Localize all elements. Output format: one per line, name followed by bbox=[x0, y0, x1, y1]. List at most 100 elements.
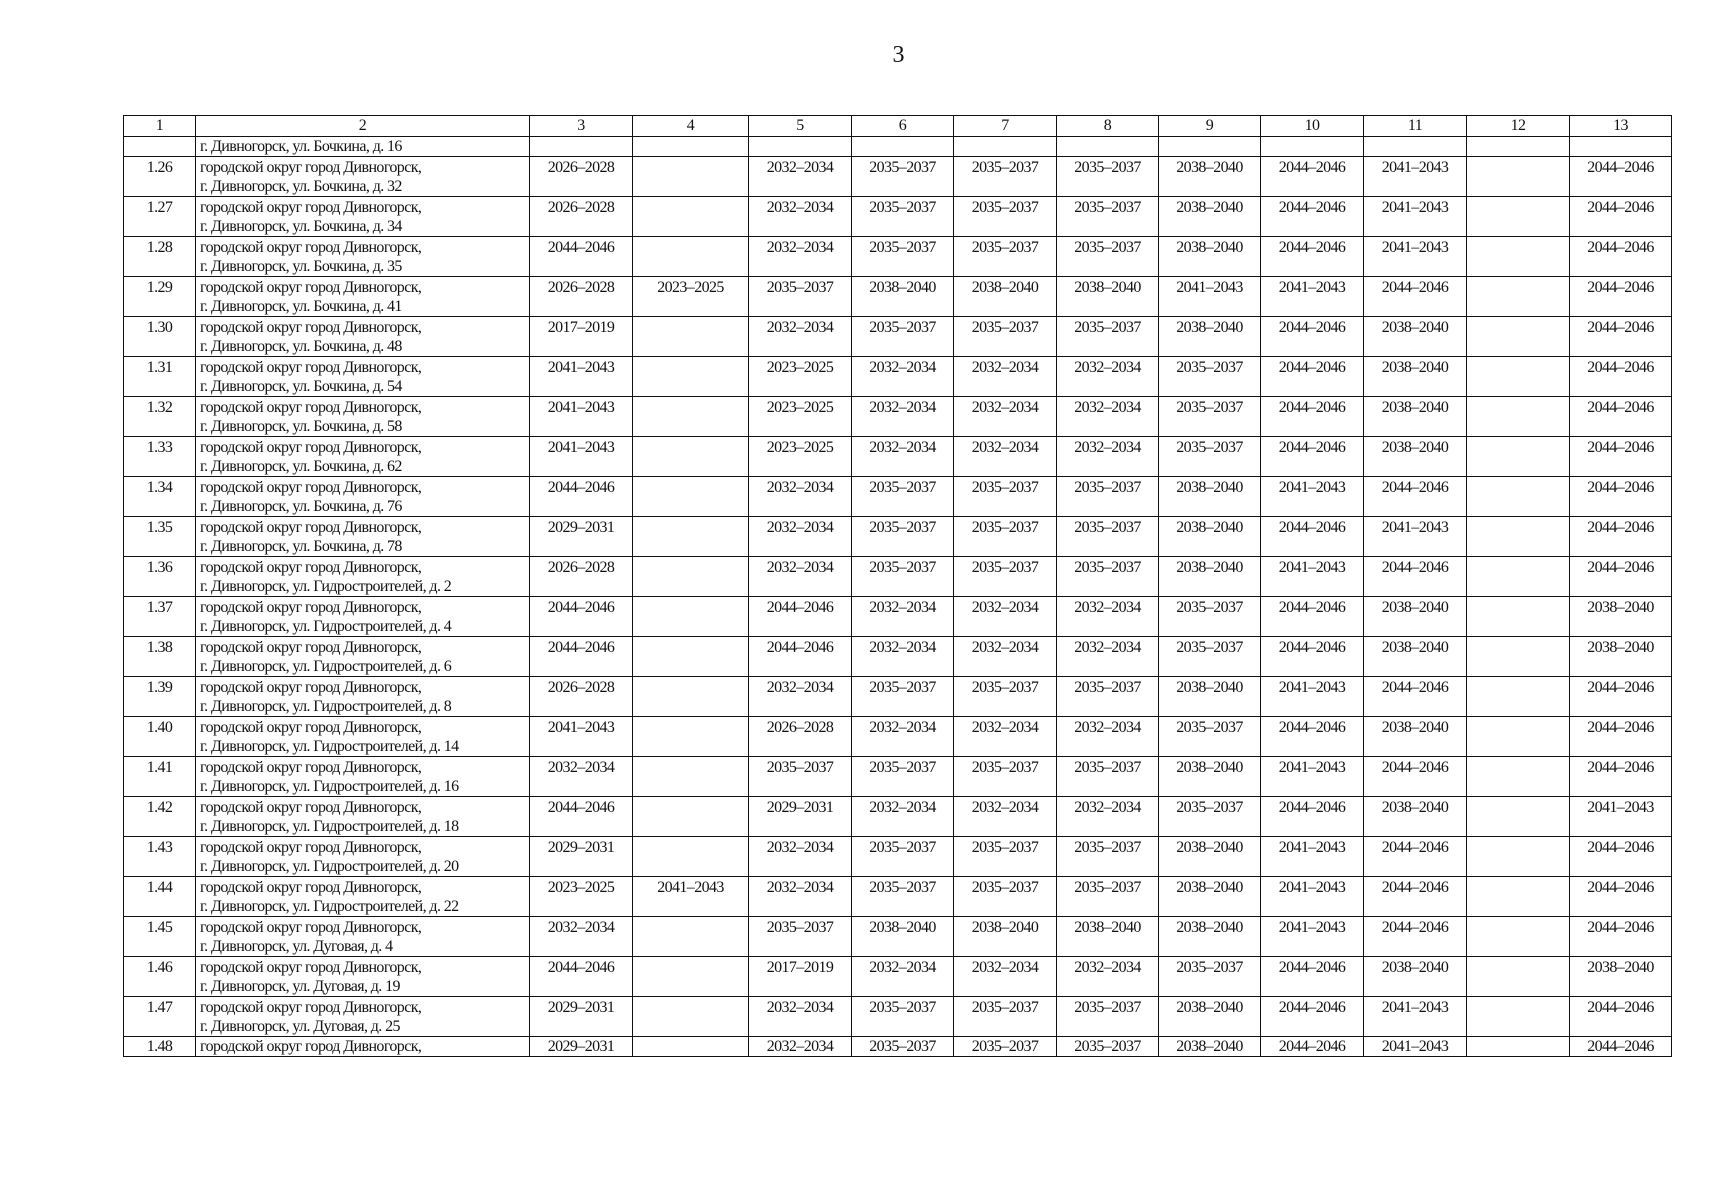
period-cell-col-10: 2044–2046 bbox=[1260, 436, 1364, 477]
address-line-2: г. Дивногорск, ул. Дуговая, д. 25 bbox=[200, 1018, 401, 1035]
period-cell-col-3: 2029–2031 bbox=[529, 996, 633, 1037]
period-cell-col-13: 2044–2046 bbox=[1569, 196, 1672, 237]
period-cell-col-5: 2044–2046 bbox=[748, 596, 852, 637]
period-cell-col-3: 2029–2031 bbox=[529, 516, 633, 557]
period-cell-col-8: 2035–2037 bbox=[1056, 1036, 1159, 1057]
period-cell-col-11: 2038–2040 bbox=[1363, 316, 1467, 357]
period-cell-col-3: 2026–2028 bbox=[529, 276, 633, 317]
period-cell-col-11: 2041–2043 bbox=[1363, 1036, 1467, 1057]
address-cell: городской округ город Дивногорск, г. Дивн… bbox=[195, 716, 530, 757]
row-number-cell: 1.30 bbox=[123, 316, 196, 357]
period-cell-col-11: 2044–2046 bbox=[1363, 676, 1467, 717]
period-cell-col-6: 2035–2037 bbox=[851, 236, 954, 277]
period-cell-col-4 bbox=[632, 596, 749, 637]
period-cell-col-6: 2035–2037 bbox=[851, 1036, 954, 1057]
period-cell-col-5: 2035–2037 bbox=[748, 756, 852, 797]
period-cell-col-7: 2035–2037 bbox=[953, 156, 1057, 197]
row-number-cell: 1.42 bbox=[123, 796, 196, 837]
period-cell-col-8: 2035–2037 bbox=[1056, 756, 1159, 797]
address-line-1: городской округ город Дивногорск, bbox=[200, 559, 422, 576]
period-cell-col-11: 2044–2046 bbox=[1363, 276, 1467, 317]
table-row: 1.46 городской округ город Дивногорск, г. … bbox=[123, 956, 1672, 997]
table-row: 1.45 городской округ город Дивногорск, г. … bbox=[123, 916, 1672, 957]
address-line-1: городской округ город Дивногорск, bbox=[200, 759, 422, 776]
period-cell-col-8: 2038–2040 bbox=[1056, 916, 1159, 957]
period-cell-col-6: 2035–2037 bbox=[851, 476, 954, 517]
address-line-1: городской округ город Дивногорск, bbox=[200, 679, 422, 696]
period-cell-col-11: 2044–2046 bbox=[1363, 756, 1467, 797]
address-line-1: городской округ город Дивногорск, bbox=[200, 719, 422, 736]
period-cell-col-13: 2041–2043 bbox=[1569, 796, 1672, 837]
address-line-1: городской округ город Дивногорск, bbox=[200, 399, 422, 416]
empty-cell bbox=[1260, 136, 1364, 157]
address-line-1: городской округ город Дивногорск, bbox=[200, 959, 422, 976]
address-line-1: городской округ город Дивногорск, bbox=[200, 519, 422, 536]
address-line-2: г. Дивногорск, ул. Дуговая, д. 19 bbox=[200, 978, 401, 995]
address-cell: городской округ город Дивногорск, г. Дивн… bbox=[195, 756, 530, 797]
period-cell-col-6: 2032–2034 bbox=[851, 596, 954, 637]
period-cell-col-6: 2035–2037 bbox=[851, 556, 954, 597]
period-cell-col-6: 2038–2040 bbox=[851, 916, 954, 957]
period-cell-col-5: 2032–2034 bbox=[748, 156, 852, 197]
period-cell-col-13: 2044–2046 bbox=[1569, 396, 1672, 437]
empty-cell bbox=[632, 136, 749, 157]
period-cell-col-10: 2044–2046 bbox=[1260, 996, 1364, 1037]
period-cell-col-9: 2038–2040 bbox=[1158, 836, 1261, 877]
address-line-2: г. Дивногорск, ул. Гидростроителей, д. 2 bbox=[200, 578, 452, 595]
address-line-1: городской округ город Дивногорск, bbox=[200, 919, 422, 936]
address-cell: городской округ город Дивногорск, г. Дивн… bbox=[195, 236, 530, 277]
address-cell: городской округ город Дивногорск, г. Дивн… bbox=[195, 636, 530, 677]
schedule-table: 1 2 3 4 5 6 7 8 9 10 11 12 13 г. Дивногорск, ул. Бочк… bbox=[123, 115, 1672, 1057]
period-cell-col-11: 2038–2040 bbox=[1363, 956, 1467, 997]
period-cell-col-12 bbox=[1466, 276, 1570, 317]
period-cell-col-13: 2044–2046 bbox=[1569, 156, 1672, 197]
period-cell-col-6: 2032–2034 bbox=[851, 956, 954, 997]
period-cell-col-10: 2044–2046 bbox=[1260, 156, 1364, 197]
table-row: 1.39 городской округ город Дивногорск, г. … bbox=[123, 676, 1672, 717]
period-cell-col-5: 2032–2034 bbox=[748, 316, 852, 357]
period-cell-col-10: 2044–2046 bbox=[1260, 1036, 1364, 1057]
period-cell-col-9: 2041–2043 bbox=[1158, 276, 1261, 317]
period-cell-col-11: 2044–2046 bbox=[1363, 916, 1467, 957]
period-cell-col-7: 2035–2037 bbox=[953, 236, 1057, 277]
empty-cell bbox=[529, 136, 633, 157]
period-cell-col-10: 2041–2043 bbox=[1260, 836, 1364, 877]
period-cell-col-7: 2032–2034 bbox=[953, 436, 1057, 477]
column-header: 3 bbox=[529, 115, 633, 137]
empty-cell bbox=[1363, 136, 1467, 157]
period-cell-col-12 bbox=[1466, 916, 1570, 957]
period-cell-col-7: 2035–2037 bbox=[953, 676, 1057, 717]
period-cell-col-6: 2035–2037 bbox=[851, 836, 954, 877]
period-cell-col-11: 2038–2040 bbox=[1363, 716, 1467, 757]
address-line-2: г. Дивногорск, ул. Гидростроителей, д. 2… bbox=[200, 898, 459, 915]
period-cell-col-8: 2035–2037 bbox=[1056, 476, 1159, 517]
period-cell-col-4 bbox=[632, 716, 749, 757]
address-line-2: г. Дивногорск, ул. Гидростроителей, д. 1… bbox=[200, 818, 459, 835]
period-cell-col-12 bbox=[1466, 956, 1570, 997]
address-cell: городской округ город Дивногорск, г. Дивн… bbox=[195, 276, 530, 317]
row-number-cell: 1.40 bbox=[123, 716, 196, 757]
period-cell-col-4 bbox=[632, 196, 749, 237]
period-cell-col-7: 2035–2037 bbox=[953, 516, 1057, 557]
table-row: 1.40 городской округ город Дивногорск, г. … bbox=[123, 716, 1672, 757]
table-row: 1.35 городской округ город Дивногорск, г. … bbox=[123, 516, 1672, 557]
table-row-continuation: г. Дивногорск, ул. Бочкина, д. 16 bbox=[123, 136, 1672, 157]
empty-cell bbox=[1056, 136, 1159, 157]
period-cell-col-12 bbox=[1466, 316, 1570, 357]
row-number-cell: 1.26 bbox=[123, 156, 196, 197]
period-cell-col-3: 2017–2019 bbox=[529, 316, 633, 357]
period-cell-col-13: 2044–2046 bbox=[1569, 996, 1672, 1037]
period-cell-col-4 bbox=[632, 996, 749, 1037]
period-cell-col-3: 2041–2043 bbox=[529, 356, 633, 397]
period-cell-col-11: 2041–2043 bbox=[1363, 156, 1467, 197]
period-cell-col-9: 2035–2037 bbox=[1158, 396, 1261, 437]
period-cell-col-3: 2026–2028 bbox=[529, 196, 633, 237]
column-header: 7 bbox=[953, 115, 1057, 137]
period-cell-col-7: 2032–2034 bbox=[953, 716, 1057, 757]
period-cell-col-9: 2035–2037 bbox=[1158, 716, 1261, 757]
period-cell-col-10: 2044–2046 bbox=[1260, 636, 1364, 677]
address-cell: городской округ город Дивногорск, г. Дивн… bbox=[195, 356, 530, 397]
row-number-cell: 1.39 bbox=[123, 676, 196, 717]
period-cell-col-4 bbox=[632, 236, 749, 277]
period-cell-col-3: 2026–2028 bbox=[529, 556, 633, 597]
